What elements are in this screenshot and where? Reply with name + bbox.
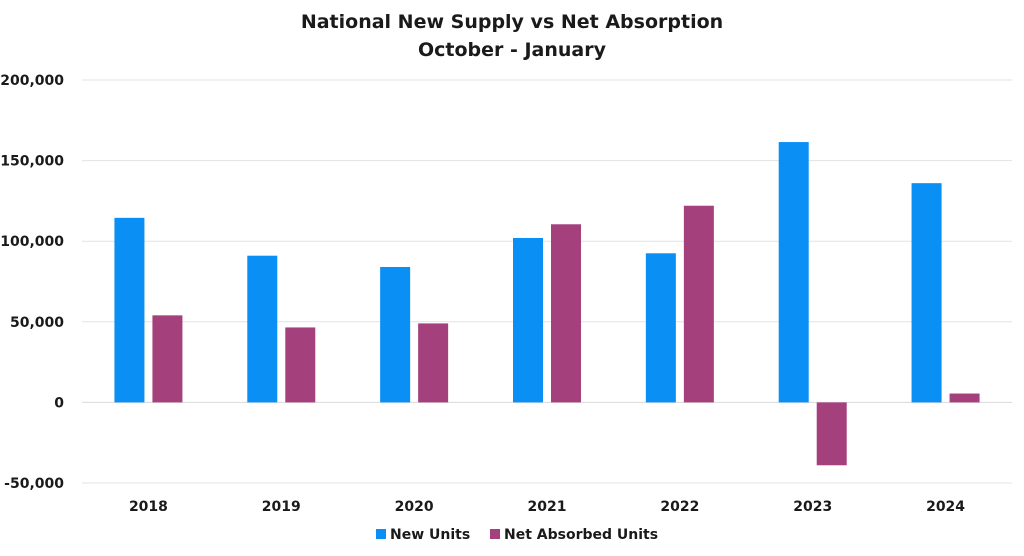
bar-net-absorbed-2019	[285, 327, 316, 403]
bars	[114, 142, 980, 466]
x-axis-ticks: 2018 2019 2020 2021 2022 2023 2024	[129, 499, 965, 515]
bar-new-units-2024	[911, 183, 942, 403]
x-tick-label: 2019	[262, 499, 301, 515]
legend-swatch	[376, 529, 386, 539]
y-tick-label: 0	[54, 395, 64, 411]
bar-net-absorbed-2024	[949, 393, 980, 403]
bar-new-units-2020	[380, 266, 411, 403]
x-tick-label: 2022	[660, 499, 699, 515]
chart-subtitle: October - January	[418, 39, 607, 61]
y-tick-label: 100,000	[0, 234, 64, 250]
bar-net-absorbed-2018	[152, 315, 183, 403]
legend-label: New Units	[390, 527, 470, 543]
bar-new-units-2018	[114, 217, 145, 403]
bar-net-absorbed-2021	[551, 224, 581, 403]
x-tick-label: 2020	[395, 499, 434, 515]
bar-net-absorbed-2022	[683, 205, 714, 403]
bar-net-absorbed-2020	[418, 323, 449, 403]
y-tick-label: -50,000	[4, 476, 64, 492]
y-tick-label: 50,000	[10, 315, 64, 331]
bar-new-units-2023	[778, 142, 809, 403]
legend: New Units Net Absorbed Units	[376, 527, 658, 543]
y-axis-ticks: 200,000 150,000 100,000 50,000 0 -50,000	[0, 73, 64, 492]
chart-title: National New Supply vs Net Absorption	[301, 11, 723, 33]
gridlines	[82, 79, 1012, 484]
y-tick-label: 200,000	[0, 73, 64, 89]
legend-swatch	[490, 529, 500, 539]
x-tick-label: 2021	[528, 499, 567, 515]
bar-new-units-2019	[247, 255, 278, 403]
x-tick-label: 2024	[926, 499, 965, 515]
bar-new-units-2021	[513, 237, 543, 403]
x-tick-label: 2018	[129, 499, 168, 515]
y-tick-label: 150,000	[0, 154, 64, 170]
bar-net-absorbed-2023	[816, 402, 847, 466]
bar-new-units-2022	[645, 253, 676, 403]
x-tick-label: 2023	[793, 499, 832, 515]
legend-label: Net Absorbed Units	[504, 527, 658, 543]
